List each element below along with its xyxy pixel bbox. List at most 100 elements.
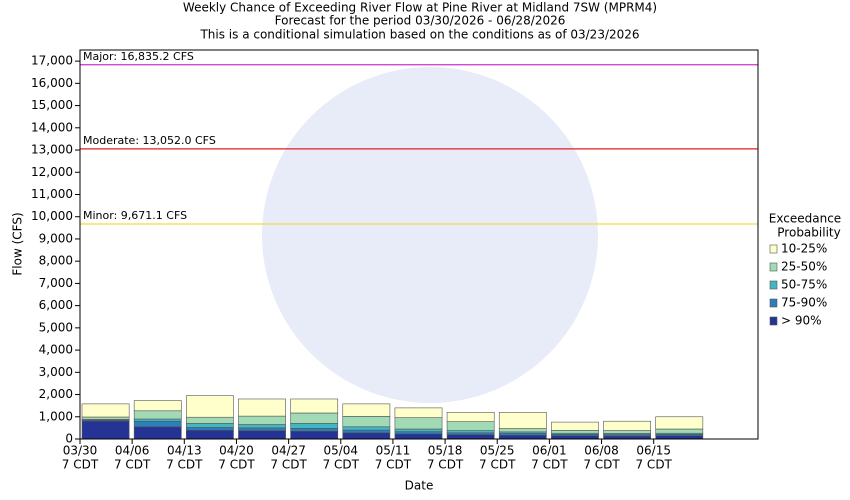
bar-segment xyxy=(133,420,182,428)
bar-segment xyxy=(186,429,234,440)
y-tick-label: 2,000 xyxy=(39,387,73,401)
bar-segment xyxy=(498,412,547,429)
legend-label: 25-50% xyxy=(781,260,827,274)
x-tick-label: 06/01 xyxy=(532,444,567,458)
bar-segment xyxy=(446,434,495,440)
x-tick-sublabel: 7 CDT xyxy=(427,458,464,472)
x-tick-label: 04/20 xyxy=(219,444,254,458)
legend-swatch xyxy=(769,244,778,254)
x-tick-sublabel: 7 CDT xyxy=(531,458,568,472)
legend-label: > 90% xyxy=(781,314,822,328)
x-tick-label: 04/13 xyxy=(167,444,202,458)
x-tick-label: 05/25 xyxy=(480,444,515,458)
legend-title: Probability xyxy=(777,226,840,240)
y-tick-label: 11,000 xyxy=(31,187,73,201)
x-tick-sublabel: 7 CDT xyxy=(323,458,360,472)
bar-segment xyxy=(238,430,286,440)
x-axis-label: Date xyxy=(405,479,434,493)
bar-segment xyxy=(394,428,443,432)
bar-segment xyxy=(655,435,704,440)
x-tick-sublabel: 7 CDT xyxy=(479,458,516,472)
bar-segment xyxy=(186,423,234,428)
y-tick-label: 17,000 xyxy=(31,54,73,68)
bar-segment xyxy=(655,416,704,430)
x-tick-sublabel: 7 CDT xyxy=(218,458,255,472)
x-tick-sublabel: 7 CDT xyxy=(583,458,620,472)
x-tick-label: 05/11 xyxy=(376,444,411,458)
x-tick-sublabel: 7 CDT xyxy=(375,458,412,472)
x-tick-sublabel: 7 CDT xyxy=(62,458,99,472)
y-tick-label: 6,000 xyxy=(39,298,73,312)
y-tick-label: 1,000 xyxy=(39,409,73,423)
chart-subtitle: Forecast for the period 03/30/2026 - 06/… xyxy=(275,14,566,28)
bar-segment xyxy=(342,403,391,417)
bar-segment xyxy=(342,426,391,431)
legend-swatch xyxy=(769,298,778,308)
bar-segment xyxy=(81,416,130,420)
legend-title: Exceedance xyxy=(769,212,841,226)
x-tick-label: 04/06 xyxy=(115,444,150,458)
y-tick-label: 0 xyxy=(65,432,73,446)
bar-segment xyxy=(446,412,495,422)
y-tick-label: 4,000 xyxy=(39,343,73,357)
bar-segment xyxy=(603,420,651,431)
bar-segment xyxy=(290,430,339,440)
bar-segment xyxy=(551,430,599,434)
chart-title: Weekly Chance of Exceeding River Flow at… xyxy=(183,1,657,15)
y-tick-label: 5,000 xyxy=(39,320,73,334)
threshold-label: Major: 16,835.2 CFS xyxy=(83,50,194,63)
bar-segment xyxy=(238,424,286,429)
threshold-label: Moderate: 13,052.0 CFS xyxy=(83,134,216,147)
x-tick-sublabel: 7 CDT xyxy=(166,458,203,472)
threshold-label: Minor: 9,671.1 CFS xyxy=(83,209,187,222)
bar-segment xyxy=(238,427,286,431)
y-tick-label: 10,000 xyxy=(31,209,73,223)
legend-swatch xyxy=(769,280,778,290)
y-tick-label: 16,000 xyxy=(31,76,73,90)
bar-segment xyxy=(133,410,182,420)
bar-segment xyxy=(133,400,182,412)
bar-segment xyxy=(342,416,391,428)
x-tick-sublabel: 7 CDT xyxy=(635,458,672,472)
bar-segment xyxy=(342,432,391,440)
bar-segment xyxy=(394,417,443,430)
legend-label: 10-25% xyxy=(781,242,827,256)
x-tick-sublabel: 7 CDT xyxy=(270,458,307,472)
bar-segment xyxy=(394,407,443,418)
bar-segment xyxy=(186,427,234,431)
bar-segment xyxy=(655,428,704,434)
watermark xyxy=(262,67,598,403)
bar-segment xyxy=(186,395,234,418)
x-tick-sublabel: 7 CDT xyxy=(114,458,151,472)
bar-segment xyxy=(342,429,391,434)
bar-segment xyxy=(394,431,443,435)
chart-subtitle: This is a conditional simulation based o… xyxy=(199,28,639,42)
bar-segment xyxy=(498,428,547,433)
x-tick-label: 05/04 xyxy=(323,444,358,458)
y-tick-label: 7,000 xyxy=(39,276,73,290)
bar-segment xyxy=(238,398,286,417)
y-tick-label: 3,000 xyxy=(39,365,73,379)
y-tick-label: 13,000 xyxy=(31,143,73,157)
y-tick-label: 12,000 xyxy=(31,165,73,179)
x-tick-label: 05/18 xyxy=(428,444,463,458)
y-tick-label: 14,000 xyxy=(31,120,73,134)
bar-segment xyxy=(551,421,599,431)
bar-segment xyxy=(81,403,130,418)
y-tick-label: 15,000 xyxy=(31,98,73,112)
bar-segment xyxy=(238,415,286,425)
bar-segment xyxy=(446,421,495,431)
bar-segment xyxy=(498,434,547,440)
x-tick-label: 04/27 xyxy=(271,444,306,458)
bar-segment xyxy=(81,420,130,440)
y-tick-label: 9,000 xyxy=(39,231,73,245)
bar-segment xyxy=(186,416,234,424)
bar-segment xyxy=(551,435,599,440)
bar-segment xyxy=(290,423,339,429)
bar-segment xyxy=(290,412,339,424)
bar-segment xyxy=(394,433,443,440)
x-tick-label: 06/08 xyxy=(584,444,619,458)
legend-label: 50-75% xyxy=(781,278,827,292)
legend-label: 75-90% xyxy=(781,296,827,310)
y-axis-label: Flow (CFS) xyxy=(11,212,25,275)
